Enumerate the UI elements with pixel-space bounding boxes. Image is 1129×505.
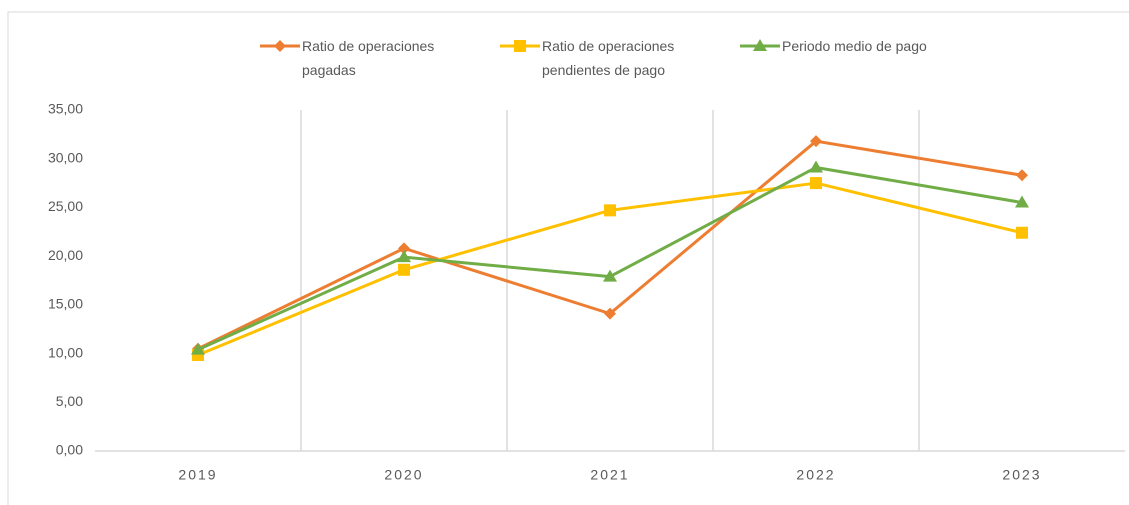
legend-swatch (500, 40, 540, 52)
marker (810, 177, 822, 190)
y-tick-label: 5,00 (56, 393, 83, 409)
marker (514, 40, 526, 52)
legend-label: Ratio de operaciones pagadas (302, 38, 435, 78)
marker (398, 263, 410, 276)
series-line (197, 165, 1023, 352)
marker (1016, 226, 1028, 239)
y-tick-label: 30,00 (48, 149, 83, 165)
legend-label: Periodo medio de pago (782, 38, 927, 54)
x-tick-label: 2022 (796, 467, 835, 483)
y-tick-label: 25,00 (48, 198, 83, 214)
legend-label: Ratio de operaciones pendientes de pago (542, 38, 675, 78)
marker (398, 242, 410, 255)
marker (603, 269, 617, 282)
y-tick-label: 0,00 (56, 442, 83, 458)
legend-swatch (260, 40, 300, 52)
x-tick-label: 2023 (1002, 467, 1041, 483)
legend: Ratio de operaciones pagadas Ratio de ope… (258, 34, 978, 82)
marker (397, 250, 411, 263)
x-tick-label: 2021 (590, 467, 629, 483)
y-tick-label: 35,00 (48, 101, 83, 117)
marker (191, 342, 205, 355)
chart-frame (7, 11, 1129, 505)
legend-item: Ratio de operaciones pagadas (258, 34, 498, 82)
marker (1016, 169, 1028, 182)
y-tick-label: 10,00 (48, 344, 83, 360)
marker (1015, 195, 1029, 208)
x-tick-label: 2020 (384, 467, 423, 483)
marker (604, 307, 616, 320)
marker (274, 40, 286, 52)
x-tick-label: 2019 (178, 467, 217, 483)
y-tick-label: 20,00 (48, 247, 83, 263)
marker (810, 135, 822, 148)
marker (604, 204, 616, 217)
marker (753, 39, 767, 51)
legend-item: Periodo medio de pago (738, 34, 978, 82)
y-tick-label: 15,00 (48, 296, 83, 312)
legend-swatch (740, 39, 780, 51)
marker (809, 160, 823, 173)
legend-item: Ratio de operaciones pendientes de pago (498, 34, 738, 82)
